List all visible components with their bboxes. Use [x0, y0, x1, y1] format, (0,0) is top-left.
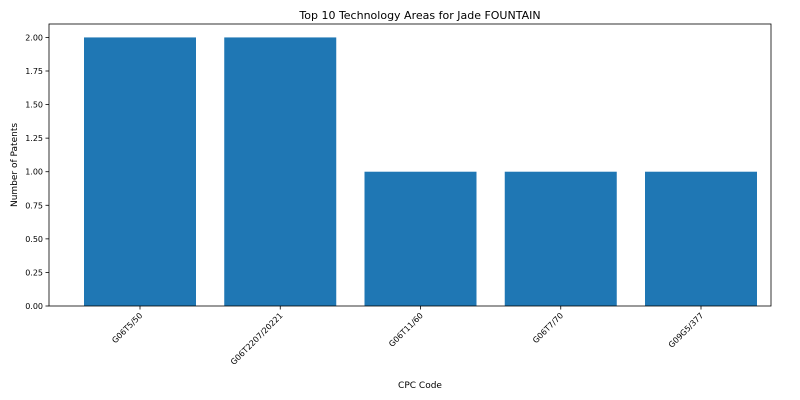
- plot-area: 0.00 0.25 0.50 0.75 1.00 1.25 1.50 1.75 2.00 G06T…: [25, 23, 772, 367]
- x-axis-label: CPC Code: [398, 381, 442, 391]
- x-tick-label: G09G5/377: [667, 311, 706, 350]
- x-tick-label: G06T11/60: [387, 311, 425, 349]
- bar-g06t2207-20221: [224, 37, 337, 307]
- y-tick-label: 1.75: [25, 67, 43, 76]
- y-tick-label: 0.50: [25, 235, 43, 244]
- y-axis-label: Number of Patents: [10, 123, 20, 207]
- y-tick-label: 0.00: [25, 302, 43, 311]
- y-tick-label: 1.25: [25, 134, 43, 143]
- chart-title: Top 10 Technology Areas for Jade FOUNTAI…: [298, 9, 540, 22]
- y-tick-label: 0.75: [25, 201, 43, 210]
- bar-g06t5-50: [84, 37, 196, 307]
- plot-frame: [48, 23, 772, 307]
- y-tick-label: 1.50: [25, 101, 43, 110]
- x-tick-label: G06T7/70: [531, 311, 565, 345]
- y-tick-label: 0.25: [25, 268, 43, 277]
- bar-g06t11-60: [364, 171, 477, 306]
- y-tick-label: 1.00: [25, 168, 43, 177]
- x-tick-label: G06T5/50: [110, 311, 144, 345]
- bar-g09g5-377: [645, 171, 757, 306]
- y-tick-label: 2.00: [25, 33, 43, 42]
- bar-g06t7-70: [504, 171, 617, 306]
- x-tick-label: G06T2207/20221: [229, 311, 285, 367]
